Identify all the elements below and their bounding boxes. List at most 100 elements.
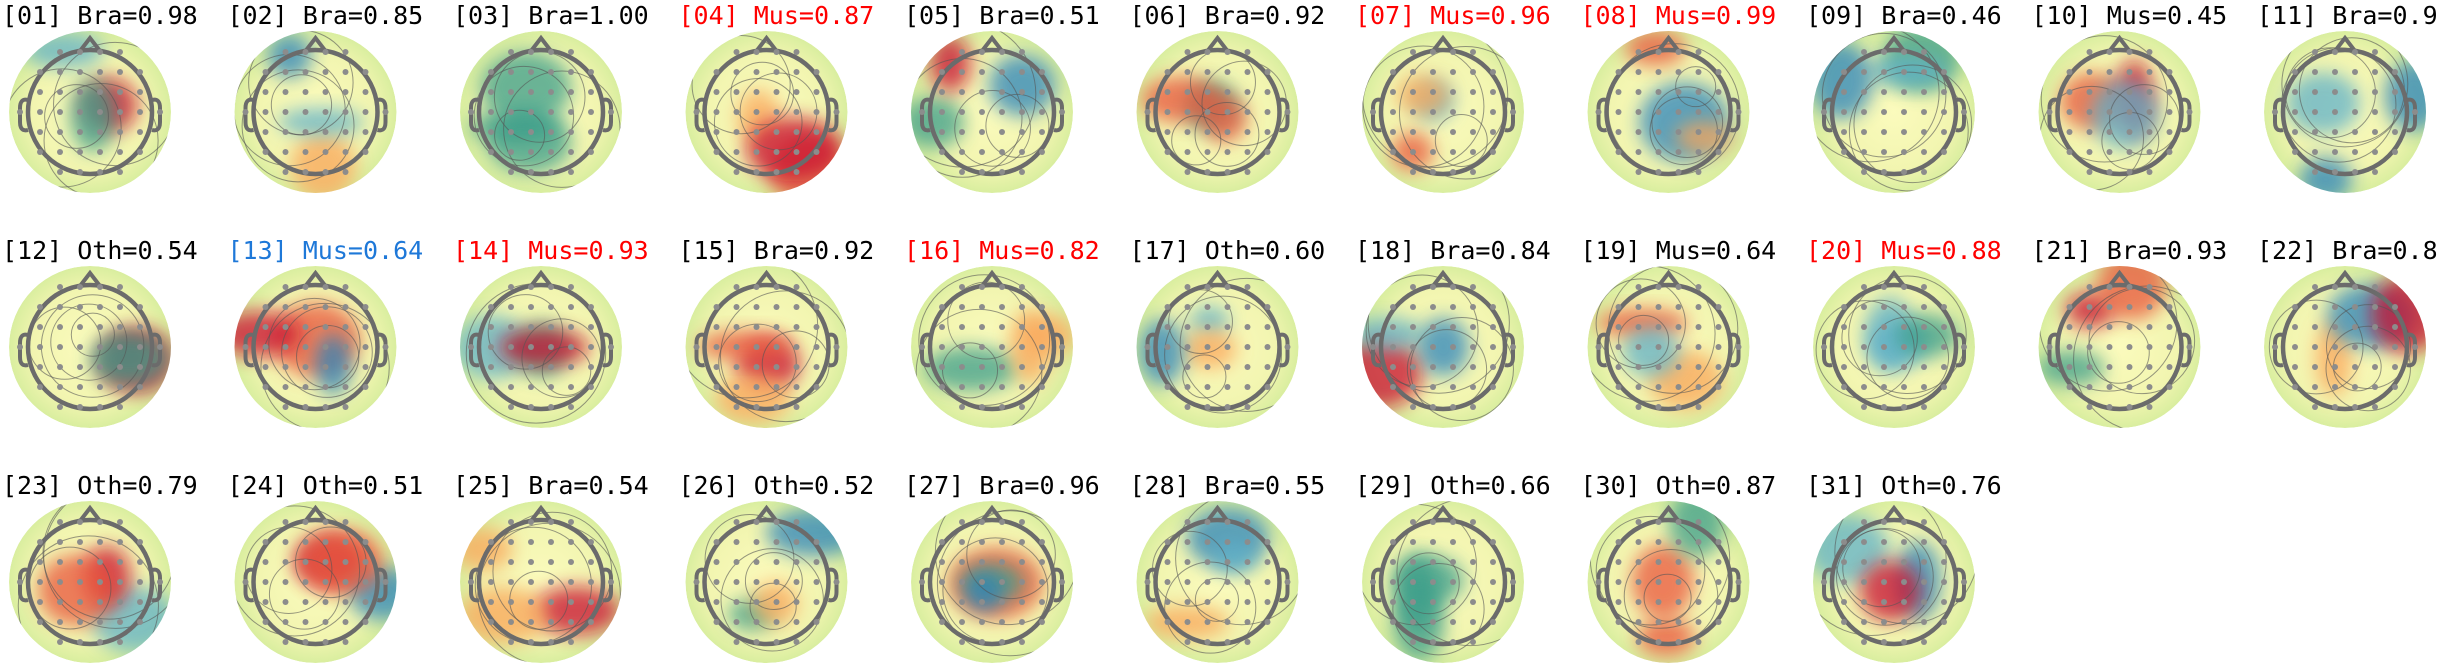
electrode xyxy=(97,129,103,135)
electrode xyxy=(1881,539,1887,545)
electrode xyxy=(1861,579,1867,585)
electrode xyxy=(488,619,494,625)
head-outline xyxy=(1153,282,1282,412)
electrode xyxy=(1410,559,1416,565)
topomap-blob xyxy=(299,530,384,594)
electrode xyxy=(262,559,269,565)
topomap xyxy=(1362,266,1524,428)
electrode xyxy=(1615,384,1622,390)
electrode xyxy=(2312,169,2318,175)
electrode xyxy=(2372,324,2378,330)
electrode xyxy=(2146,49,2153,55)
electrode xyxy=(939,324,945,330)
electrode xyxy=(382,579,389,585)
electrode xyxy=(773,169,780,175)
electrode xyxy=(568,384,574,390)
electrode xyxy=(137,539,143,545)
electrode xyxy=(548,639,554,645)
contour-line xyxy=(1194,102,1260,167)
topomap xyxy=(1587,501,1750,663)
electrode xyxy=(77,109,83,115)
electrode xyxy=(2332,49,2338,55)
nose xyxy=(1882,504,1906,523)
electrode xyxy=(1490,619,1496,625)
electrode xyxy=(773,579,780,585)
nose xyxy=(78,504,102,523)
nose xyxy=(2107,269,2132,288)
electrode xyxy=(959,599,965,605)
electrode xyxy=(1164,149,1171,155)
electrode xyxy=(733,304,740,310)
electrode xyxy=(1039,384,1045,390)
head-outline xyxy=(251,282,380,412)
topomap xyxy=(685,501,848,663)
electrode xyxy=(77,639,83,645)
topomap xyxy=(9,266,171,428)
contour-line xyxy=(1836,527,1934,626)
electrode xyxy=(97,404,103,410)
electrode xyxy=(2292,324,2298,330)
component-label: [28] Bra=0.55 xyxy=(1130,471,1326,500)
electrode xyxy=(302,129,309,135)
electrode xyxy=(1164,344,1171,350)
electrode xyxy=(1655,639,1662,645)
electrode xyxy=(1961,109,1967,115)
contour-line xyxy=(1842,528,1921,608)
electrode xyxy=(1901,404,1907,410)
electrode xyxy=(37,129,43,135)
electrode xyxy=(362,149,369,155)
electrode xyxy=(773,404,780,410)
electrode xyxy=(488,579,494,585)
electrode xyxy=(362,304,369,310)
electrode xyxy=(1244,344,1251,350)
electrode xyxy=(2312,304,2318,310)
electrode xyxy=(2372,69,2378,75)
electrode xyxy=(1370,579,1376,585)
electrode xyxy=(733,599,740,605)
electrode xyxy=(548,619,554,625)
electrode xyxy=(1470,519,1476,525)
electrode xyxy=(17,344,23,350)
electrode xyxy=(1450,169,1456,175)
electrode xyxy=(999,129,1005,135)
component-label: [26] Oth=0.52 xyxy=(679,471,875,500)
electrode xyxy=(753,599,760,605)
contour-line xyxy=(50,303,128,381)
contour-line xyxy=(1643,573,1692,622)
electrode xyxy=(1675,404,1682,410)
electrode xyxy=(1224,284,1231,290)
topomap xyxy=(2264,266,2426,428)
electrode xyxy=(1430,404,1436,410)
electrode xyxy=(588,344,594,350)
electrode xyxy=(1019,404,1025,410)
electrode xyxy=(2352,149,2358,155)
electrode xyxy=(1204,599,1211,605)
electrode xyxy=(1635,149,1642,155)
electrode xyxy=(979,619,985,625)
contour-line xyxy=(966,509,1056,600)
head-outline xyxy=(1604,282,1733,412)
topomap-fill xyxy=(460,31,622,193)
topomap xyxy=(460,31,622,193)
electrode xyxy=(57,579,63,585)
electrode xyxy=(342,344,349,350)
contour-line xyxy=(1362,45,1485,168)
electrode xyxy=(1615,149,1622,155)
electrode xyxy=(1224,599,1231,605)
electrode xyxy=(959,284,965,290)
electrode xyxy=(1881,129,1887,135)
electrode xyxy=(57,149,63,155)
electrode xyxy=(1244,384,1251,390)
electrode xyxy=(959,304,965,310)
electrode xyxy=(1675,539,1682,545)
electrode xyxy=(1961,344,1967,350)
electrode xyxy=(1184,49,1191,55)
electrode xyxy=(57,69,63,75)
electrode xyxy=(793,519,800,525)
electrode xyxy=(1184,559,1191,565)
electrode xyxy=(1470,599,1476,605)
electrode xyxy=(2146,129,2153,135)
electrode xyxy=(37,599,43,605)
electrode xyxy=(1921,639,1927,645)
electrode xyxy=(548,599,554,605)
